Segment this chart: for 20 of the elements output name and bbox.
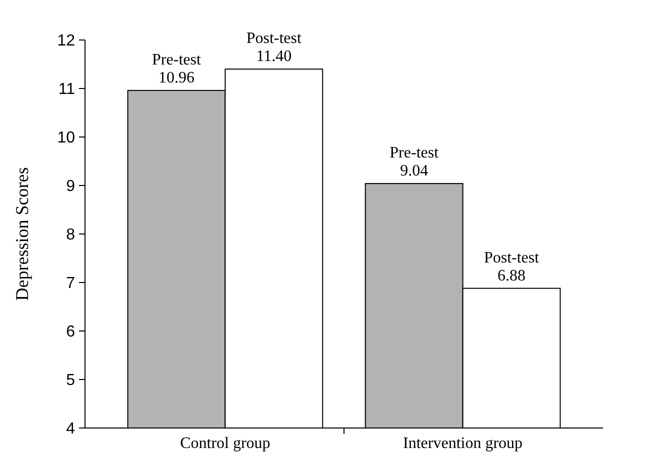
y-tick-label: 12 xyxy=(57,32,76,50)
text: Pre-test xyxy=(390,144,439,162)
y-tick-label: 10 xyxy=(57,130,76,147)
y-tick-label: 7 xyxy=(66,275,76,292)
y-tick-label: 11 xyxy=(58,81,76,98)
data-label: 9.04 xyxy=(400,162,428,180)
text: Post-test xyxy=(484,249,540,266)
x-tick-label: Control group xyxy=(180,435,270,452)
y-tick-label: 6 xyxy=(66,324,76,341)
y-tick-label: 9 xyxy=(66,178,76,196)
data-label: 6.88 xyxy=(498,267,526,284)
x-tick-label: Intervention group xyxy=(403,435,523,452)
y-tick-label: 5 xyxy=(66,372,76,390)
data-label: 10.96 xyxy=(158,69,194,86)
y-tick-label: 4 xyxy=(66,420,76,438)
y-axis-title: Depression Scores xyxy=(12,167,32,301)
series-label: Pre-test xyxy=(152,51,202,68)
data-label: 11.40 xyxy=(256,48,292,66)
series-label: Post-test xyxy=(246,30,302,48)
y-tick-label: 8 xyxy=(66,226,76,244)
